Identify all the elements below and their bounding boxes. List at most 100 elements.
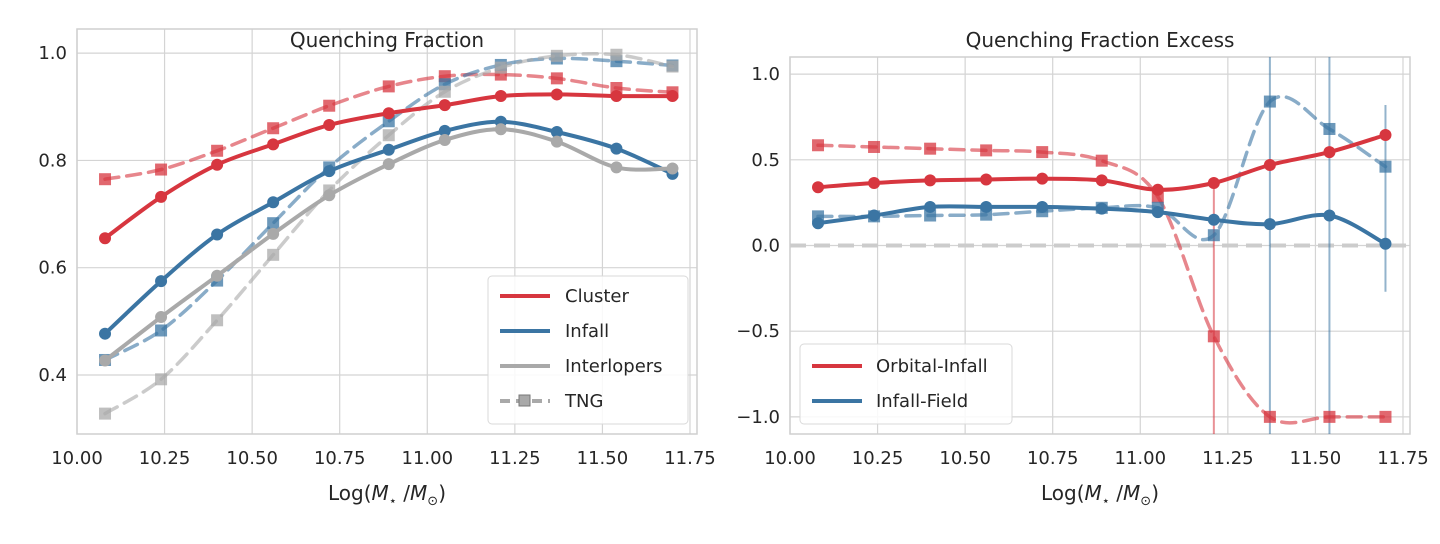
data-point-circle <box>438 134 451 147</box>
ticks-b: 10.00 10.25 10.50 10.75 11.00 11.25 11.50 11.75… <box>736 64 1428 469</box>
legend-label-orbital-infall: Orbital-Infall <box>876 356 988 377</box>
data-point-circle <box>438 124 451 137</box>
x-tick-label: 11.00 <box>1115 448 1167 469</box>
x-tick-label: 11.25 <box>489 448 541 469</box>
data-point-circle <box>1323 146 1336 159</box>
x-tick-label: 10.50 <box>226 448 278 469</box>
data-point-circle <box>1323 209 1336 222</box>
data-point-square <box>1095 154 1108 167</box>
data-point-square <box>99 407 112 420</box>
data-point-circle <box>610 142 623 155</box>
legend-label-infall: Infall <box>565 321 609 342</box>
data-point-square <box>666 60 679 73</box>
data-point-circle <box>267 196 280 209</box>
data-point-circle <box>1151 183 1164 196</box>
data-point-circle <box>323 119 336 132</box>
y-tick-label: 0.8 <box>38 150 67 171</box>
quenching-fraction-panel: 10.00 10.25 10.50 10.75 11.00 11.25 11.50 11.75… <box>38 28 715 509</box>
x-tick-label: 11.75 <box>1377 448 1429 469</box>
data-point-square <box>1036 146 1049 159</box>
data-point-circle <box>812 217 825 230</box>
data-point-circle <box>323 165 336 178</box>
series-line-infall <box>103 119 675 336</box>
data-point-circle <box>924 200 937 213</box>
data-point-circle <box>155 275 168 288</box>
data-point-circle <box>666 162 679 175</box>
data-point-square <box>267 217 280 230</box>
data-point-circle <box>99 232 112 245</box>
data-point-circle <box>1036 172 1049 185</box>
data-point-square <box>267 248 280 261</box>
data-point-circle <box>494 123 507 136</box>
data-point-circle <box>610 90 623 103</box>
x-axis-label-b: Log(M⋆ /M⊙) <box>1041 481 1159 509</box>
legend-b: Orbital-Infall Infall-Field <box>799 343 1013 425</box>
data-point-square <box>1207 229 1220 242</box>
x-tick-label: 10.25 <box>139 448 191 469</box>
plot-frame-a <box>76 28 698 435</box>
series-line-tng-red <box>816 143 1388 425</box>
x-tick-label: 10.00 <box>51 448 103 469</box>
x-tick-label: 11.00 <box>402 448 454 469</box>
data-point-circle <box>980 200 993 213</box>
data-point-square <box>155 163 168 176</box>
data-point-square <box>438 85 451 98</box>
data-point-square <box>99 173 112 186</box>
ticks-a: 10.00 10.25 10.50 10.75 11.00 11.25 11.50 11.75… <box>38 43 715 469</box>
x-tick-label: 10.25 <box>852 448 904 469</box>
data-point-circle <box>267 138 280 151</box>
legend-a: Cluster Infall Interlopers TNG <box>487 275 689 425</box>
data-point-square <box>382 80 395 93</box>
data-point-square <box>494 61 507 74</box>
y-tick-label: 0.0 <box>751 236 780 257</box>
series-a <box>99 48 679 420</box>
data-point-circle <box>868 209 881 222</box>
data-point-square <box>924 209 937 222</box>
y-tick-label: −0.5 <box>736 321 780 342</box>
data-point-circle <box>550 125 563 138</box>
data-point-square <box>211 144 224 157</box>
data-point-circle <box>211 158 224 171</box>
legend-label-tng: TNG <box>564 391 603 412</box>
x-tick-label: 11.50 <box>1290 448 1342 469</box>
series-line-tng-blue <box>816 94 1388 242</box>
data-point-square <box>610 55 623 68</box>
data-point-circle <box>99 354 112 367</box>
x-tick-label: 11.50 <box>577 448 629 469</box>
panel-title-a: Quenching Fraction <box>290 28 484 52</box>
data-point-circle <box>494 90 507 103</box>
series-line-interlopers <box>103 127 675 363</box>
data-point-square <box>610 48 623 61</box>
data-point-square <box>211 314 224 327</box>
legend-label-interlopers: Interlopers <box>565 356 663 377</box>
x-tick-label: 11.75 <box>664 448 716 469</box>
data-point-square <box>155 373 168 386</box>
data-point-circle <box>323 189 336 202</box>
data-point-circle <box>812 181 825 194</box>
quenching-fraction-excess-panel: 10.00 10.25 10.50 10.75 11.00 11.25 11.50 11.75… <box>736 28 1428 509</box>
data-point-circle <box>382 143 395 156</box>
data-point-circle <box>924 174 937 187</box>
x-tick-label: 10.75 <box>314 448 366 469</box>
y-tick-label: 1.0 <box>751 64 780 85</box>
series-line-tng-blue <box>103 56 675 362</box>
data-point-square <box>1323 410 1336 423</box>
y-tick-label: 0.4 <box>38 365 67 386</box>
data-point-circle <box>382 158 395 171</box>
y-tick-label: 0.6 <box>38 258 67 279</box>
legend-marker-tng <box>518 394 531 407</box>
data-point-circle <box>1095 202 1108 215</box>
data-point-circle <box>382 107 395 120</box>
data-point-circle <box>211 269 224 282</box>
data-point-square <box>812 139 825 152</box>
data-point-square <box>1379 410 1392 423</box>
data-point-square <box>1207 330 1220 343</box>
x-tick-label: 11.25 <box>1202 448 1254 469</box>
data-point-circle <box>1379 128 1392 141</box>
data-point-circle <box>550 135 563 148</box>
x-tick-label: 10.00 <box>764 448 816 469</box>
data-point-circle <box>155 190 168 203</box>
data-point-square <box>980 144 993 157</box>
